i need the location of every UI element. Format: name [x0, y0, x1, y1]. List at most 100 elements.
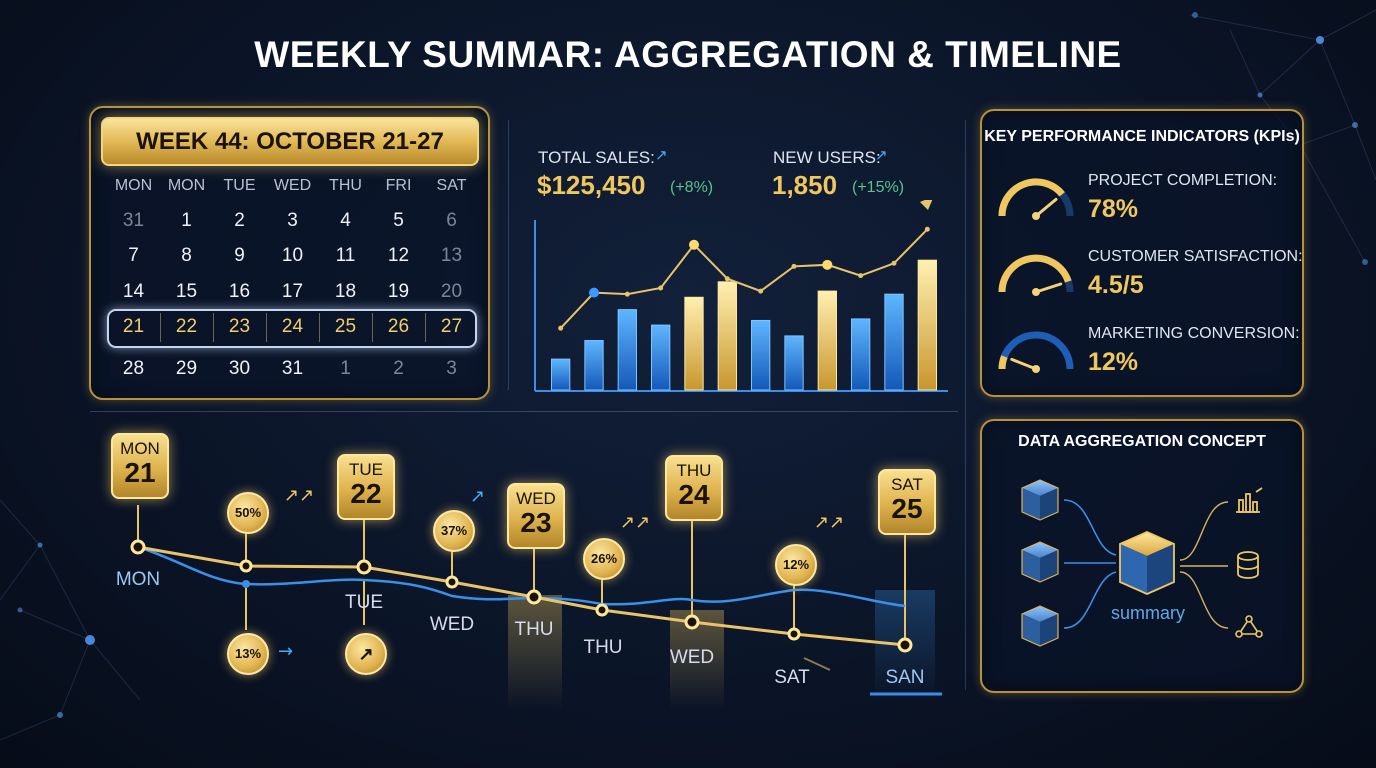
network-users-icon — [1235, 615, 1263, 638]
trend-arrow-head — [920, 200, 933, 210]
pin-date: 25 — [891, 493, 923, 524]
calendar-day[interactable]: 2 — [234, 210, 245, 231]
trend-point — [724, 276, 730, 282]
database-icon — [1237, 551, 1259, 579]
timeline-pin[interactable]: THU 24 — [665, 455, 723, 521]
calendar-day-selected[interactable]: 22 — [175, 316, 198, 337]
total-sales-label: TOTAL SALES: — [538, 148, 655, 167]
kpi-label: PROJECT COMPLETION: — [1088, 172, 1278, 189]
percent-bubble[interactable]: 37% — [433, 510, 475, 552]
calendar-day[interactable]: 8 — [181, 245, 192, 266]
aggregation-diagram — [1021, 479, 1263, 647]
total-sales-value: $125,450 — [537, 170, 646, 200]
calendar-day[interactable]: 31 — [281, 358, 304, 379]
trend-point — [822, 259, 833, 270]
trend-up-icon: ↗↗ — [284, 485, 315, 506]
page-title: WEEKLY SUMMAR: AGGREGATION & TIMELINE — [254, 34, 1122, 75]
calendar-day[interactable]: 4 — [340, 210, 351, 231]
percent-bubble[interactable]: 26% — [583, 538, 625, 580]
calendar-day[interactable]: 9 — [234, 245, 245, 266]
sat-tick — [803, 657, 831, 671]
trend-point — [589, 287, 599, 298]
pin-day: WED — [516, 489, 556, 508]
trend-up-icon[interactable]: ↗ — [345, 633, 387, 675]
chart-bar — [717, 281, 738, 391]
weekday-label: THU — [329, 177, 362, 194]
pin-date: 23 — [520, 507, 552, 538]
kpi-title: KEY PERFORMANCE INDICATORS (KPIs) — [984, 128, 1300, 145]
calendar-day[interactable]: 18 — [334, 281, 357, 302]
week-divider — [425, 313, 426, 342]
timeline-day-label: THU — [514, 619, 554, 640]
timeline-day-label: THU — [583, 637, 623, 658]
timeline-pin[interactable]: SAT 25 — [878, 469, 936, 535]
calendar-day[interactable]: 30 — [228, 358, 251, 379]
timeline-pin[interactable]: TUE 22 — [337, 454, 395, 520]
calendar-day[interactable]: 13 — [440, 245, 463, 266]
week-divider — [266, 313, 267, 342]
calendar-day[interactable]: 6 — [446, 210, 457, 231]
calendar-day[interactable]: 29 — [175, 358, 198, 379]
calendar-day[interactable]: 3 — [446, 358, 457, 379]
calendar-day[interactable]: 19 — [387, 281, 410, 302]
trend-point — [658, 285, 664, 291]
arrow-up-right-icon: ↗ — [655, 146, 668, 164]
calendar-day[interactable]: 15 — [175, 281, 198, 302]
section-divider — [508, 120, 509, 390]
calendar-day-selected[interactable]: 26 — [387, 316, 410, 337]
trend-up-icon: ↗↗ — [620, 512, 651, 533]
trend-point — [924, 226, 930, 232]
selected-week-highlight[interactable] — [107, 309, 477, 348]
calendar-day[interactable]: 16 — [228, 281, 251, 302]
weekday-label: TUE — [223, 177, 256, 194]
calendar-day[interactable]: 17 — [281, 281, 304, 302]
calendar-day[interactable]: 3 — [287, 210, 298, 231]
glow-column — [508, 595, 562, 710]
timeline-day-label: MON — [115, 569, 161, 590]
database-cube-icon — [1021, 541, 1059, 583]
blue-node — [242, 580, 250, 588]
arrow-right-icon: → — [278, 641, 294, 662]
percent-bubble[interactable]: 12% — [775, 544, 817, 586]
output-lines — [1179, 501, 1229, 629]
calendar-day[interactable]: 20 — [440, 281, 463, 302]
calendar-day-selected[interactable]: 23 — [228, 316, 251, 337]
timeline-day-label: SAT — [774, 667, 810, 688]
calendar-day-selected[interactable]: 24 — [281, 316, 304, 337]
chart-bar — [917, 259, 937, 391]
calendar-day[interactable]: 12 — [387, 245, 410, 266]
calendar-day-selected[interactable]: 21 — [122, 316, 145, 337]
calendar-day[interactable]: 1 — [181, 210, 192, 231]
calendar-day[interactable]: 11 — [335, 245, 356, 266]
chart-bar — [684, 296, 704, 391]
timeline-graph — [130, 505, 942, 710]
calendar-day[interactable]: 2 — [393, 358, 404, 379]
calendar-day[interactable]: 28 — [122, 358, 145, 379]
pin-date: 24 — [678, 479, 710, 510]
calendar-day-selected[interactable]: 27 — [440, 316, 463, 337]
week-divider — [213, 313, 214, 342]
new-users-label: NEW USERS: — [773, 148, 881, 167]
timeline-pin[interactable]: MON 21 — [111, 433, 169, 499]
week-divider — [319, 313, 320, 342]
percent-bubble[interactable]: 13% — [227, 633, 269, 675]
trend-up-icon: ↗↗ — [814, 512, 845, 533]
trend-point — [558, 325, 564, 331]
sales-bar-chart — [534, 200, 948, 392]
pin-day: SAT — [891, 475, 923, 494]
timeline-pin[interactable]: WED 23 — [507, 483, 565, 549]
calendar-day-selected[interactable]: 25 — [334, 316, 357, 337]
pin-day: MON — [120, 439, 160, 458]
section-divider — [965, 120, 966, 690]
percent-bubble[interactable]: 50% — [227, 492, 269, 534]
chart-bar — [751, 319, 771, 391]
calendar-day[interactable]: 1 — [340, 358, 351, 379]
timeline-day-label: TUE — [345, 592, 383, 613]
total-sales-delta: (+8%) — [670, 179, 714, 196]
new-users-delta: (+15%) — [852, 179, 905, 196]
calendar-day[interactable]: 31 — [122, 210, 145, 231]
calendar-day[interactable]: 7 — [128, 245, 139, 266]
calendar-day[interactable]: 5 — [393, 210, 404, 231]
calendar-day[interactable]: 10 — [281, 245, 304, 266]
calendar-day[interactable]: 14 — [122, 281, 145, 302]
